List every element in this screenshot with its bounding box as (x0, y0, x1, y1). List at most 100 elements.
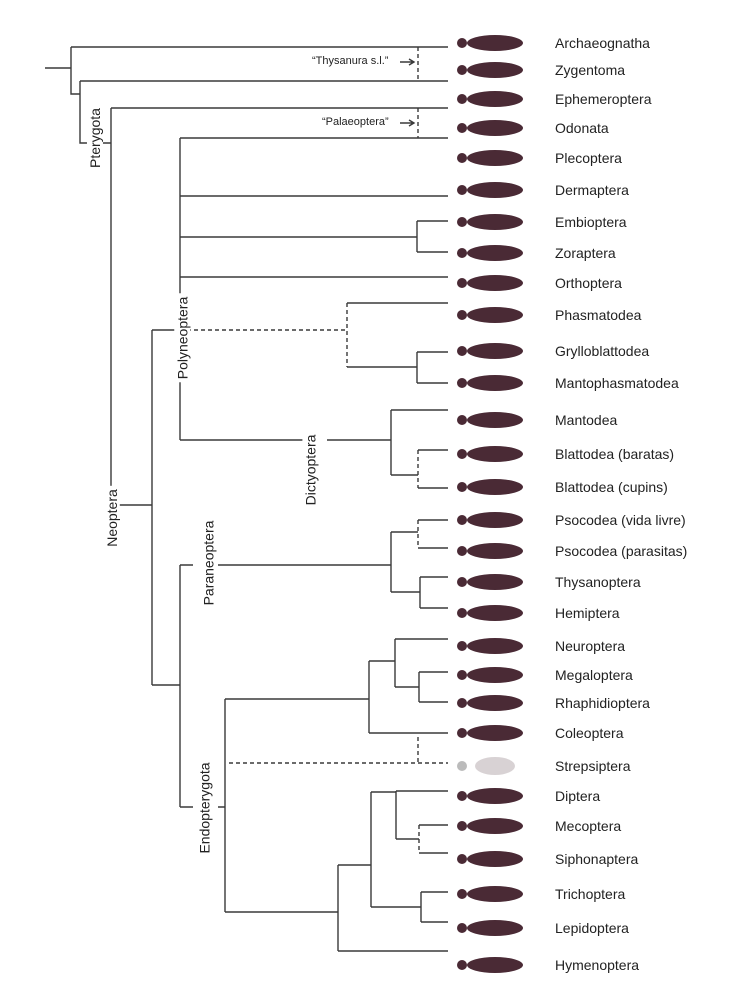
insect-icon (475, 757, 515, 775)
insect-head-icon (457, 482, 467, 492)
taxon-label: Archaeognatha (555, 35, 650, 51)
insect-silhouettes (457, 35, 523, 973)
palaeoptera-note: “Palaeoptera” (322, 116, 389, 128)
insect-head-icon (457, 217, 467, 227)
taxon-label: Thysanoptera (555, 574, 641, 590)
insect-icon (467, 375, 523, 391)
taxon-label: Lepidoptera (555, 920, 629, 936)
insect-icon (467, 851, 523, 867)
clade-polyneoptera: Polyneoptera (174, 293, 191, 383)
insect-head-icon (457, 728, 467, 738)
insect-icon (467, 35, 523, 51)
insect-icon (467, 574, 523, 590)
taxon-label: Plecoptera (555, 150, 622, 166)
taxon-label: Hemiptera (555, 605, 620, 621)
taxon-label: Zygentoma (555, 62, 626, 78)
insect-head-icon (457, 153, 467, 163)
insect-icon (467, 412, 523, 428)
taxon-label: Trichoptera (555, 886, 626, 902)
insect-icon (467, 512, 523, 528)
insect-icon (467, 788, 523, 804)
taxon-label: Mantodea (555, 412, 618, 428)
insect-head-icon (457, 698, 467, 708)
taxon-label: Megaloptera (555, 667, 633, 683)
insect-icon (467, 214, 523, 230)
insect-icon (467, 307, 523, 323)
insect-icon (467, 245, 523, 261)
clade-paraneoptera: Paraneoptera (200, 517, 217, 609)
thysanura-note: “Thysanura s.l.” (312, 55, 389, 67)
insect-icon (467, 62, 523, 78)
insect-icon (467, 343, 523, 359)
clade-dictyoptera: Dictyoptera (302, 431, 319, 509)
taxon-label: Blattodea (baratas) (555, 446, 675, 462)
clade-neoptera: Neoptera (103, 486, 120, 550)
taxon-label: Zoraptera (555, 245, 616, 261)
dashed-branches (180, 47, 448, 853)
taxon-label: Dermaptera (555, 182, 629, 198)
insect-icon (467, 920, 523, 936)
insect-head-icon (457, 641, 467, 651)
insect-icon (467, 91, 523, 107)
insect-head-icon (457, 38, 467, 48)
insect-icon (467, 479, 523, 495)
insect-head-icon (457, 378, 467, 388)
insect-head-icon (457, 185, 467, 195)
insect-icon (467, 446, 523, 462)
insect-head-icon (457, 923, 467, 933)
taxon-label: Grylloblattodea (555, 343, 650, 359)
insect-head-icon (457, 960, 467, 970)
insect-icon (467, 695, 523, 711)
taxon-label: Orthoptera (555, 275, 622, 291)
insect-head-icon (457, 761, 467, 771)
insect-head-icon (457, 515, 467, 525)
insect-head-icon (457, 821, 467, 831)
solid-branches (45, 46, 448, 952)
insect-head-icon (457, 415, 467, 425)
insect-head-icon (457, 65, 467, 75)
taxon-label: Hymenoptera (555, 957, 640, 973)
insect-head-icon (457, 449, 467, 459)
insect-icon (467, 667, 523, 683)
taxon-label: Siphonaptera (555, 851, 639, 867)
clade-pterygota: Pterygota (86, 105, 103, 171)
insect-icon (467, 605, 523, 621)
taxon-label: Phasmatodea (555, 307, 642, 323)
insect-icon (467, 818, 523, 834)
taxon-label: Odonata (555, 120, 609, 136)
taxon-label: Psocodea (parasitas) (555, 543, 688, 559)
taxon-label: Neuroptera (555, 638, 626, 654)
clade-endopterygota: Endopterygota (196, 759, 213, 857)
insect-head-icon (457, 670, 467, 680)
insect-head-icon (457, 546, 467, 556)
insect-head-icon (457, 248, 467, 258)
insect-icon (467, 275, 523, 291)
insect-icon (467, 543, 523, 559)
taxon-label: Ephemeroptera (555, 91, 652, 107)
taxon-label: Mecoptera (555, 818, 622, 834)
insect-icon (467, 957, 523, 973)
insect-head-icon (457, 791, 467, 801)
taxon-label: Diptera (555, 788, 601, 804)
insect-icon (467, 725, 523, 741)
insect-head-icon (457, 346, 467, 356)
taxon-label: Coleoptera (555, 725, 624, 741)
taxon-label: Strepsiptera (555, 758, 631, 774)
insect-icon (467, 182, 523, 198)
insect-head-icon (457, 278, 467, 288)
insect-icon (467, 638, 523, 654)
taxon-label: Embioptera (555, 214, 627, 230)
insect-head-icon (457, 310, 467, 320)
insect-head-icon (457, 94, 467, 104)
taxon-label: Psocodea (vida livre) (555, 512, 686, 528)
insect-head-icon (457, 608, 467, 618)
note-arrows (400, 58, 416, 127)
insect-icon (467, 120, 523, 136)
insect-head-icon (457, 889, 467, 899)
taxon-label: Rhaphidioptera (555, 695, 650, 711)
taxon-label: Blattodea (cupins) (555, 479, 668, 495)
insect-head-icon (457, 123, 467, 133)
insect-icon (467, 150, 523, 166)
